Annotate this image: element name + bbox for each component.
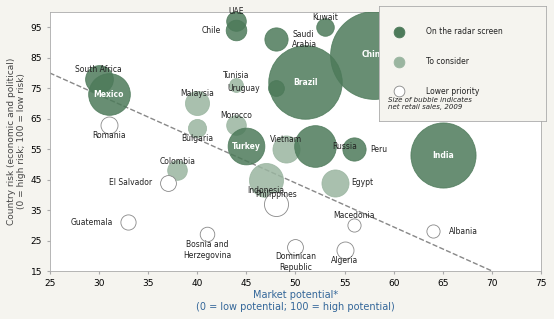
Point [271,37,280,42]
Point [232,122,241,127]
Point [271,85,280,91]
Text: Bosnia and
Herzegovina: Bosnia and Herzegovina [183,240,231,260]
Text: Guatemala: Guatemala [70,218,112,227]
Point [291,244,300,249]
Text: Peru: Peru [371,145,388,154]
Point [242,144,251,149]
Text: UAE: UAE [229,7,244,16]
Text: Morocco: Morocco [220,111,253,120]
Text: Algeria: Algeria [331,256,358,264]
Point [173,168,182,173]
Text: Brazil: Brazil [293,78,317,86]
Point [340,247,349,252]
Point [261,177,270,182]
Text: Dominican
Republic: Dominican Republic [275,252,316,272]
Text: Macedonia: Macedonia [334,211,375,220]
Point [232,28,241,33]
Text: Size of bubble indicates
net retail sales, 2009: Size of bubble indicates net retail sale… [388,97,471,110]
Point [104,92,113,97]
Text: On the radar screen: On the radar screen [426,27,503,36]
Point [370,52,378,57]
Point [301,79,310,85]
Text: Russia: Russia [332,142,357,151]
Text: India: India [432,151,454,160]
Text: El Salvador: El Salvador [109,178,152,187]
Text: China: China [362,50,386,59]
Y-axis label: Country risk (economic and political)
(0 = high risk; 100 = low risk): Country risk (economic and political) (0… [7,58,27,225]
Text: To consider: To consider [426,57,469,66]
Point [193,125,202,130]
Text: Philippines: Philippines [255,190,297,199]
Point [350,146,359,152]
Point [203,232,212,237]
Text: Indonesia: Indonesia [248,186,285,195]
Point [124,220,133,225]
Text: Albania: Albania [449,227,478,236]
Text: Vietnam: Vietnam [270,135,302,144]
Text: Malaysia: Malaysia [180,89,214,98]
Point [439,153,448,158]
Text: Mexico: Mexico [94,90,124,99]
Point [350,223,359,228]
Point [271,201,280,206]
Text: Chile: Chile [201,26,220,35]
Text: South Africa: South Africa [75,65,122,74]
Text: Lower priority: Lower priority [426,87,479,96]
Point [311,144,320,149]
Point [94,77,103,82]
X-axis label: Market potential*
(0 = low potential; 100 = high potential): Market potential* (0 = low potential; 10… [196,291,395,312]
Text: Turkey: Turkey [232,142,261,151]
Text: Saudi
Arabia: Saudi Arabia [292,30,317,49]
Point [104,122,113,127]
Text: Kuwait: Kuwait [312,13,338,22]
Text: Romania: Romania [92,130,125,140]
Point [330,180,339,185]
Point [193,101,202,106]
Text: Uruguay: Uruguay [228,84,260,93]
Point [281,146,290,152]
Point [429,229,438,234]
Text: Egypt: Egypt [351,178,373,187]
Point [232,83,241,88]
Point [163,180,172,185]
Text: Bulgaria: Bulgaria [181,134,213,143]
Point [232,19,241,24]
Text: Tunisia: Tunisia [223,71,250,80]
Text: Colombia: Colombia [160,157,196,166]
Point [321,25,330,30]
